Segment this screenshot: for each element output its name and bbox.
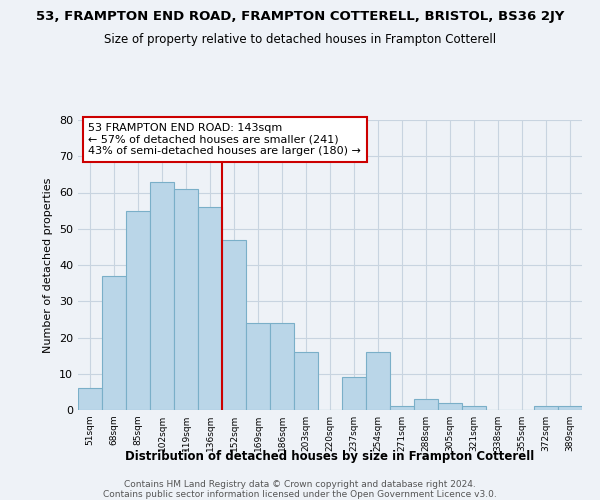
Text: 53, FRAMPTON END ROAD, FRAMPTON COTTERELL, BRISTOL, BS36 2JY: 53, FRAMPTON END ROAD, FRAMPTON COTTEREL… — [36, 10, 564, 23]
Text: 53 FRAMPTON END ROAD: 143sqm
← 57% of detached houses are smaller (241)
43% of s: 53 FRAMPTON END ROAD: 143sqm ← 57% of de… — [88, 123, 361, 156]
Bar — [342, 378, 366, 410]
Bar — [102, 276, 126, 410]
Bar — [126, 210, 150, 410]
Bar — [150, 182, 174, 410]
Bar — [534, 406, 558, 410]
Text: Size of property relative to detached houses in Frampton Cotterell: Size of property relative to detached ho… — [104, 32, 496, 46]
Bar — [174, 189, 198, 410]
Bar — [558, 406, 582, 410]
Bar — [462, 406, 486, 410]
Bar — [294, 352, 318, 410]
Bar — [78, 388, 102, 410]
Bar — [414, 399, 438, 410]
Text: Distribution of detached houses by size in Frampton Cotterell: Distribution of detached houses by size … — [125, 450, 535, 463]
Bar — [438, 403, 462, 410]
Bar — [390, 406, 414, 410]
Text: Contains HM Land Registry data © Crown copyright and database right 2024.
Contai: Contains HM Land Registry data © Crown c… — [103, 480, 497, 500]
Bar — [222, 240, 246, 410]
Bar — [198, 207, 222, 410]
Bar — [246, 323, 270, 410]
Y-axis label: Number of detached properties: Number of detached properties — [43, 178, 53, 352]
Bar — [270, 323, 294, 410]
Bar — [366, 352, 390, 410]
